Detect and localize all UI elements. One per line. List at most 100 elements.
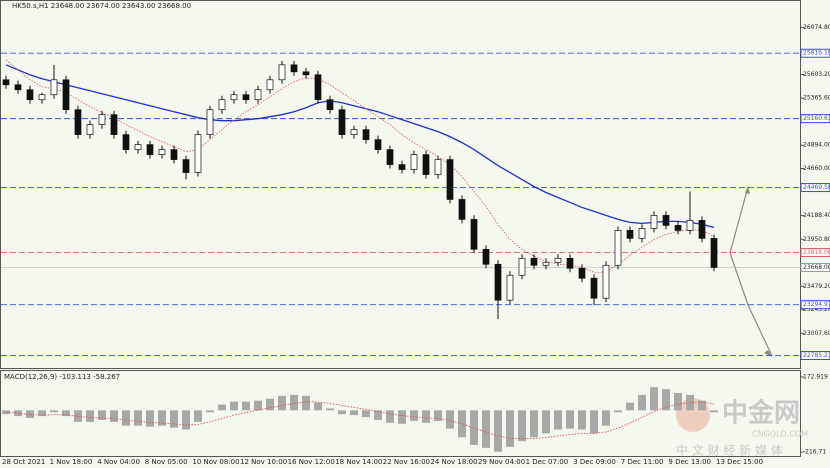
- macd-bar: [38, 410, 46, 417]
- candle-body: [374, 139, 382, 150]
- candle-body: [170, 149, 178, 160]
- candle-body: [50, 79, 58, 96]
- macd-bar: [62, 410, 70, 417]
- x-tick-label: 28 Oct 2021: [2, 458, 45, 466]
- x-tick-label: 1 Dec 07:00: [526, 458, 569, 466]
- level-label: 25816.19: [803, 50, 830, 57]
- macd-bar: [542, 410, 550, 434]
- macd-bar: [86, 410, 94, 422]
- candle-body: [230, 94, 238, 101]
- macd-bar: [122, 410, 130, 426]
- fast-ma: [5, 59, 715, 273]
- candle-body: [122, 134, 130, 150]
- candle-body: [518, 257, 526, 276]
- macd-bar: [170, 410, 178, 428]
- slow-ma: [5, 64, 715, 229]
- y-tick-label: 24188.40: [803, 212, 830, 219]
- candle-body: [218, 99, 226, 111]
- candle-body: [446, 159, 454, 200]
- y-tick-label: 24894.00: [803, 142, 830, 149]
- macd-bar: [230, 401, 238, 411]
- macd-bar: [566, 410, 574, 429]
- candle-body: [530, 257, 538, 266]
- macd-bar: [278, 395, 286, 411]
- candle-body: [206, 109, 214, 135]
- macd-bar: [350, 410, 358, 416]
- candle-body: [542, 261, 550, 266]
- candle-body: [338, 109, 346, 135]
- macd-bar: [50, 410, 58, 413]
- candle-body: [194, 134, 202, 173]
- candle-body: [674, 225, 682, 231]
- macd-bar: [674, 392, 682, 411]
- x-tick-label: 18 Nov 14:00: [335, 458, 382, 466]
- candle-body: [434, 159, 442, 175]
- current-price-label: 23668.00: [803, 264, 830, 271]
- x-tick-label: 9 Dec 13:00: [668, 458, 711, 466]
- macd-bar: [626, 402, 634, 411]
- level-label-box: [800, 351, 830, 361]
- x-tick-label: 10 Nov 08:00: [192, 458, 239, 466]
- level-label-box: [800, 300, 830, 310]
- x-tick-label: 1 Nov 18:00: [50, 458, 93, 466]
- candle-body: [182, 159, 190, 173]
- macd-bar: [602, 410, 610, 426]
- level-label: 23294.97: [803, 301, 830, 308]
- macd-bar: [662, 389, 670, 411]
- macd-bar: [254, 400, 262, 411]
- watermark-tagline: 中 文 财 经 新 媒 体: [676, 443, 783, 458]
- level-label: 24469.58: [803, 184, 830, 191]
- candle-body: [350, 129, 358, 135]
- macd-tick-label: -216.71: [803, 449, 826, 456]
- macd-bar: [242, 401, 250, 411]
- macd-bar: [266, 398, 274, 411]
- candle-body: [650, 215, 658, 229]
- macd-bar: [386, 410, 394, 423]
- candle-body: [278, 64, 286, 81]
- macd-bar: [98, 410, 106, 420]
- macd-bar: [554, 410, 562, 430]
- level-label-box: [800, 183, 830, 193]
- macd-bar: [206, 410, 214, 413]
- candle-body: [2, 79, 10, 86]
- macd-bar: [482, 410, 490, 448]
- x-tick-label: 8 Nov 05:00: [145, 458, 188, 466]
- candle-body: [590, 277, 598, 299]
- macd-bar: [314, 402, 322, 411]
- macd-bar: [218, 404, 226, 411]
- x-tick-label: 4 Nov 04:00: [97, 458, 140, 466]
- candle-body: [422, 154, 430, 175]
- candle-body: [626, 230, 634, 239]
- macd-bar: [698, 400, 706, 411]
- watermark-site: CNGOLD.COM: [752, 430, 808, 439]
- macd-bar: [422, 410, 430, 423]
- candle-body: [86, 124, 94, 135]
- candle-body: [638, 228, 646, 239]
- y-tick-label: 26074.80: [803, 24, 830, 31]
- candle-body: [158, 149, 166, 155]
- y-tick-label: 24660.00: [803, 165, 830, 172]
- macd-title: MACD(12,26,9) -103.113 -58.267: [4, 373, 120, 381]
- macd-bar: [194, 410, 202, 422]
- macd-bar: [494, 410, 502, 452]
- level-label-box: [800, 248, 830, 258]
- candle-body: [686, 220, 694, 231]
- x-tick-label: 24 Nov 18:00: [430, 458, 477, 466]
- candle-body: [242, 94, 250, 101]
- candle-body: [14, 84, 22, 91]
- candle-body: [74, 109, 82, 135]
- macd-bar: [410, 410, 418, 421]
- candle-body: [662, 215, 670, 226]
- macd-bar: [614, 410, 622, 413]
- macd-bar: [374, 410, 382, 420]
- macd-bar: [398, 410, 406, 424]
- macd-tick-label: 172.919: [803, 374, 828, 381]
- candle-body: [614, 230, 622, 266]
- macd-bar: [434, 410, 442, 421]
- macd-bar: [518, 410, 526, 442]
- level-label-box: [800, 48, 830, 58]
- y-tick-label: 25365.60: [803, 95, 830, 102]
- candle-body: [494, 263, 502, 301]
- candle-body: [254, 89, 262, 101]
